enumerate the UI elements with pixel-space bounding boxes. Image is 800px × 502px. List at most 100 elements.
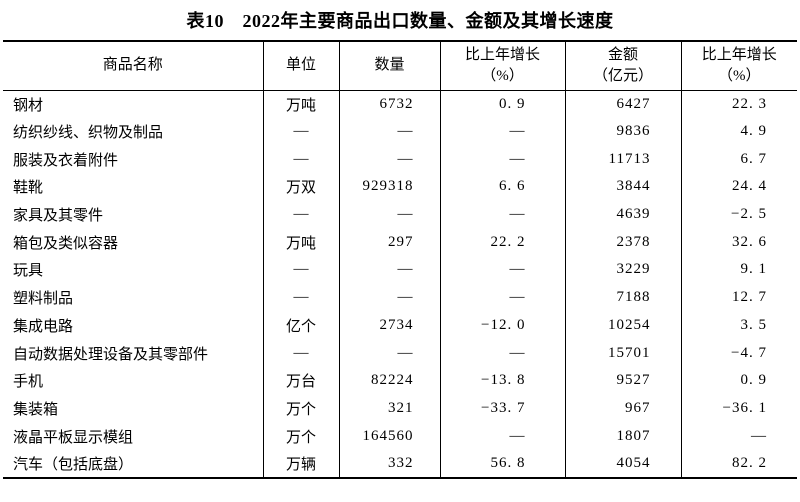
cell-amount-growth: −4. 7 [680, 339, 797, 367]
cell-unit: — [262, 256, 339, 284]
cell-quantity-growth: 56. 8 [439, 449, 565, 478]
cell-unit: 万双 [262, 173, 339, 201]
cell-quantity-growth: — [439, 256, 565, 284]
cell-quantity-growth: 6. 6 [439, 173, 565, 201]
cell-commodity-name: 玩具 [13, 263, 44, 280]
col-header-commodity: 商品名称 [3, 41, 263, 91]
cell-amount-growth: 3. 5 [680, 311, 797, 340]
cell-amount-growth: 12. 7 [680, 283, 797, 312]
cell-commodity-name: 鞋靴 [13, 180, 44, 197]
cell-amount: 11713 [564, 145, 681, 174]
cell-unit: 亿个 [262, 311, 339, 340]
col-header-label: 单位 [285, 57, 316, 74]
cell-quantity: — [338, 339, 440, 367]
cell-commodity-name: 箱包及类似容器 [13, 235, 119, 252]
table-row: 玩具 — — —3229 9. 1 [3, 256, 797, 284]
cell-quantity: 82224 [338, 366, 440, 395]
cell-amount: 967 [564, 394, 681, 423]
cell-commodity-name: 液晶平板显示模组 [13, 429, 134, 446]
cell-amount-growth: 9. 1 [680, 256, 797, 284]
cell-quantity: — [338, 145, 440, 174]
cell-amount: 3844 [564, 173, 681, 201]
cell-amount-growth: 24. 4 [680, 173, 797, 201]
table-row: 塑料制品 — — —7188 12. 7 [3, 283, 797, 312]
cell-commodity-name: 纺织纱线、织物及制品 [13, 125, 164, 142]
cell-amount: 7188 [564, 283, 681, 312]
cell-commodity-name: 集装箱 [13, 401, 59, 418]
cell-quantity-growth: — [439, 339, 565, 367]
cell-quantity-growth: — [439, 117, 565, 146]
table-row: 纺织纱线、织物及制品 — — —9836 4. 9 [3, 117, 797, 146]
cell-commodity-name: 服装及衣着附件 [13, 152, 119, 169]
col-header-label: 比上年增长 [701, 46, 777, 63]
col-header-quantity: 数量 [338, 41, 440, 91]
table-row: 液晶平板显示模组 万个 164560—1807— [3, 422, 797, 450]
col-header-sublabel: （亿元） [592, 67, 653, 84]
col-header-amount: 金额 （亿元） [564, 41, 681, 91]
cell-quantity: 929318 [338, 173, 440, 201]
cell-amount: 3229 [564, 256, 681, 284]
cell-quantity-growth: −13. 8 [439, 366, 565, 395]
col-header-sublabel: （%） [718, 67, 761, 84]
cell-commodity-name: 集成电路 [13, 318, 74, 335]
cell-amount: 4054 [564, 449, 681, 478]
cell-quantity-growth: — [439, 200, 565, 229]
cell-quantity-growth: 22. 2 [439, 228, 565, 257]
cell-quantity: 332 [338, 449, 440, 478]
cell-amount: 15701 [564, 339, 681, 367]
col-header-sublabel: （%） [481, 67, 524, 84]
table-body: 钢材 万吨 6732 0. 9 6427 22. 3 纺织纱线、织物及制品 — — —9836 4.… [3, 90, 797, 478]
table-row: 自动数据处理设备及其零部件 — — —15701 −4. 7 [3, 339, 797, 367]
cell-quantity: 164560 [338, 422, 440, 450]
cell-amount: 2378 [564, 228, 681, 257]
cell-unit: — [262, 339, 339, 367]
cell-unit: — [262, 117, 339, 146]
cell-unit: 万台 [262, 366, 339, 395]
cell-amount: 1807 [564, 422, 681, 450]
table-row: 汽车（包括底盘） 万辆 332 56. 8 4054 82. 2 [3, 449, 797, 478]
table-row: 箱包及类似容器 万吨 297 22. 2 2378 32. 6 [3, 228, 797, 257]
col-header-label: 金额 [607, 46, 638, 63]
cell-commodity-name: 家具及其零件 [13, 208, 104, 225]
cell-commodity-name: 塑料制品 [13, 291, 74, 308]
table-row: 手机 万台 82224 −13. 8 9527 0. 9 [3, 366, 797, 395]
cell-quantity-growth: −33. 7 [439, 394, 565, 423]
table-row: 集装箱 万个 321 −33. 7 967 −36. 1 [3, 394, 797, 423]
cell-unit: 万辆 [262, 449, 339, 478]
cell-amount: 9527 [564, 366, 681, 395]
cell-quantity: 297 [338, 228, 440, 257]
table-row: 家具及其零件 — — —4639 −2. 5 [3, 200, 797, 229]
cell-quantity: — [338, 256, 440, 284]
cell-unit: 万个 [262, 394, 339, 423]
cell-commodity-name: 汽车（包括底盘） [13, 456, 134, 473]
cell-quantity-growth: — [439, 422, 565, 450]
table-row: 服装及衣着附件 — — —11713 6. 7 [3, 145, 797, 174]
table-header-row: 商品名称 单位 数量 比上年增长 （%） 金额 （亿元） 比上年增长 [3, 41, 797, 91]
cell-amount-growth: −2. 5 [680, 200, 797, 229]
table-row: 钢材 万吨 6732 0. 9 6427 22. 3 [3, 90, 797, 118]
cell-amount-growth: 82. 2 [680, 449, 797, 478]
cell-amount: 6427 [564, 90, 681, 118]
cell-amount-growth: 4. 9 [680, 117, 797, 146]
col-header-label: 比上年增长 [464, 46, 540, 63]
cell-quantity: 321 [338, 394, 440, 423]
cell-commodity-name: 手机 [13, 374, 44, 391]
cell-commodity-name: 钢材 [13, 97, 44, 114]
col-header-amount-growth: 比上年增长 （%） [680, 41, 797, 91]
cell-amount-growth: 32. 6 [680, 228, 797, 257]
col-header-unit: 单位 [262, 41, 339, 91]
col-header-label: 商品名称 [102, 57, 163, 74]
cell-quantity-growth: — [439, 145, 565, 174]
cell-unit: — [262, 200, 339, 229]
cell-amount-growth: 0. 9 [680, 366, 797, 395]
export-commodities-table: 商品名称 单位 数量 比上年增长 （%） 金额 （亿元） 比上年增长 [3, 40, 797, 479]
cell-commodity-name: 自动数据处理设备及其零部件 [13, 346, 209, 363]
cell-quantity: 6732 [338, 90, 440, 118]
cell-amount-growth: 6. 7 [680, 145, 797, 174]
table-row: 集成电路 亿个 2734 −12. 0 10254 3. 5 [3, 311, 797, 340]
cell-amount-growth: −36. 1 [680, 394, 797, 423]
cell-unit: 万个 [262, 422, 339, 450]
cell-amount: 10254 [564, 311, 681, 340]
cell-unit: 万吨 [262, 228, 339, 257]
cell-quantity: — [338, 283, 440, 312]
